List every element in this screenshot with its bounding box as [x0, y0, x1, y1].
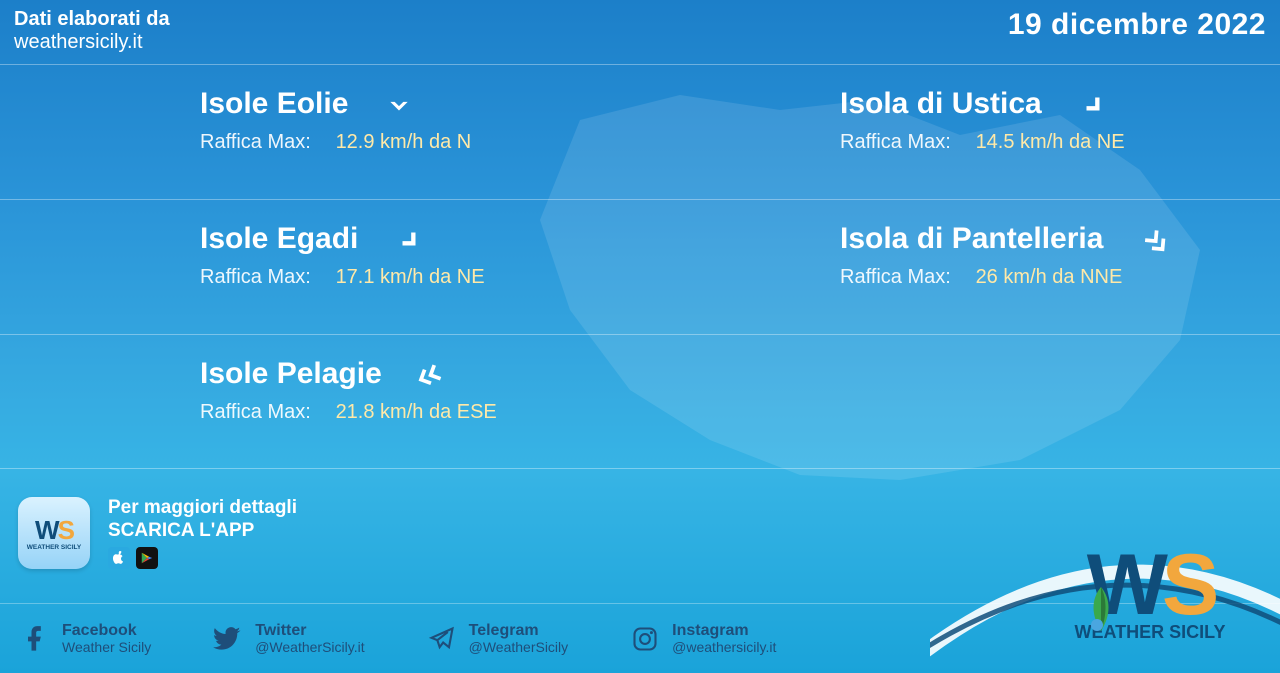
location-cell-eolie: Isole Eolie Raffica Max: 12.9 km/h da N: [0, 65, 640, 199]
source-label: Dati elaborati da: [14, 8, 170, 31]
app-icon-label: WEATHER SICILY: [27, 544, 82, 551]
location-cell-ustica: Isola di Ustica Raffica Max: 14.5 km/h d…: [640, 65, 1280, 199]
gust-label: Raffica Max:: [200, 266, 330, 289]
app-promo-text: Per maggiori dettagli SCARICA L'APP: [108, 497, 297, 569]
app-promo-line2: SCARICA L'APP: [108, 520, 297, 543]
wind-direction-icon: [1078, 89, 1108, 119]
appstore-badge[interactable]: [108, 547, 130, 569]
header: Dati elaborati da weathersicily.it 19 di…: [0, 0, 1280, 64]
instagram-icon: [628, 622, 662, 656]
location-cell-egadi: Isole Egadi Raffica Max: 17.1 km/h da NE: [0, 200, 640, 334]
social-handle: @weathersicily.it: [672, 639, 776, 655]
wind-direction-icon: [394, 224, 424, 254]
gust-label: Raffica Max:: [200, 131, 330, 154]
social-telegram[interactable]: Telegram @WeatherSicily: [425, 622, 569, 656]
telegram-icon: [425, 622, 459, 656]
social-twitter[interactable]: Twitter @WeatherSicily.it: [211, 622, 364, 656]
gust-value: 12.9 km/h da N: [336, 131, 472, 153]
gust-value: 14.5 km/h da NE: [976, 131, 1125, 153]
source-block: Dati elaborati da weathersicily.it: [14, 8, 170, 54]
leaf-icon: [1083, 585, 1119, 635]
location-row: Isole Eolie Raffica Max: 12.9 km/h da N …: [0, 64, 1280, 199]
location-name: Isole Pelagie: [200, 357, 382, 391]
location-cell-pantelleria: Isola di Pantelleria Raffica Max: 26 km/…: [640, 200, 1280, 334]
location-row: Isole Egadi Raffica Max: 17.1 km/h da NE…: [0, 199, 1280, 334]
facebook-icon: [18, 622, 52, 656]
twitter-icon: [211, 622, 245, 656]
forecast-date: 19 dicembre 2022: [1008, 8, 1266, 54]
gust-label: Raffica Max:: [840, 266, 970, 289]
location-cell-pelagie: Isole Pelagie Raffica Max: 21.8 km/h da …: [0, 335, 640, 468]
gust-label: Raffica Max:: [200, 401, 330, 424]
social-name: Instagram: [672, 622, 776, 640]
social-facebook[interactable]: Facebook Weather Sicily: [18, 622, 151, 656]
gust-value: 26 km/h da NNE: [976, 266, 1123, 288]
location-name: Isole Eolie: [200, 87, 348, 121]
wind-direction-icon: [418, 359, 448, 389]
gust-value: 21.8 km/h da ESE: [336, 401, 497, 423]
app-icon[interactable]: WS WEATHER SICILY: [18, 497, 90, 569]
location-cell-empty: [640, 335, 1280, 468]
location-name: Isola di Ustica: [840, 87, 1042, 121]
gust-label: Raffica Max:: [840, 131, 970, 154]
playstore-badge[interactable]: [136, 547, 158, 569]
location-name: Isole Egadi: [200, 222, 358, 256]
social-handle: Weather Sicily: [62, 639, 151, 655]
location-name: Isola di Pantelleria: [840, 222, 1103, 256]
social-name: Facebook: [62, 622, 151, 640]
wind-direction-icon: [1139, 224, 1169, 254]
social-name: Telegram: [469, 622, 569, 640]
brand-logo: WS WEATHER SICILY: [1050, 551, 1250, 643]
social-handle: @WeatherSicily.it: [255, 639, 364, 655]
social-name: Twitter: [255, 622, 364, 640]
app-promo-line1: Per maggiori dettagli: [108, 497, 297, 520]
gust-value: 17.1 km/h da NE: [336, 266, 485, 288]
source-site: weathersicily.it: [14, 31, 170, 54]
locations-grid: Isole Eolie Raffica Max: 12.9 km/h da N …: [0, 64, 1280, 469]
location-row: Isole Pelagie Raffica Max: 21.8 km/h da …: [0, 334, 1280, 469]
social-handle: @WeatherSicily: [469, 639, 569, 655]
wind-direction-icon: [384, 89, 414, 119]
social-instagram[interactable]: Instagram @weathersicily.it: [628, 622, 776, 656]
